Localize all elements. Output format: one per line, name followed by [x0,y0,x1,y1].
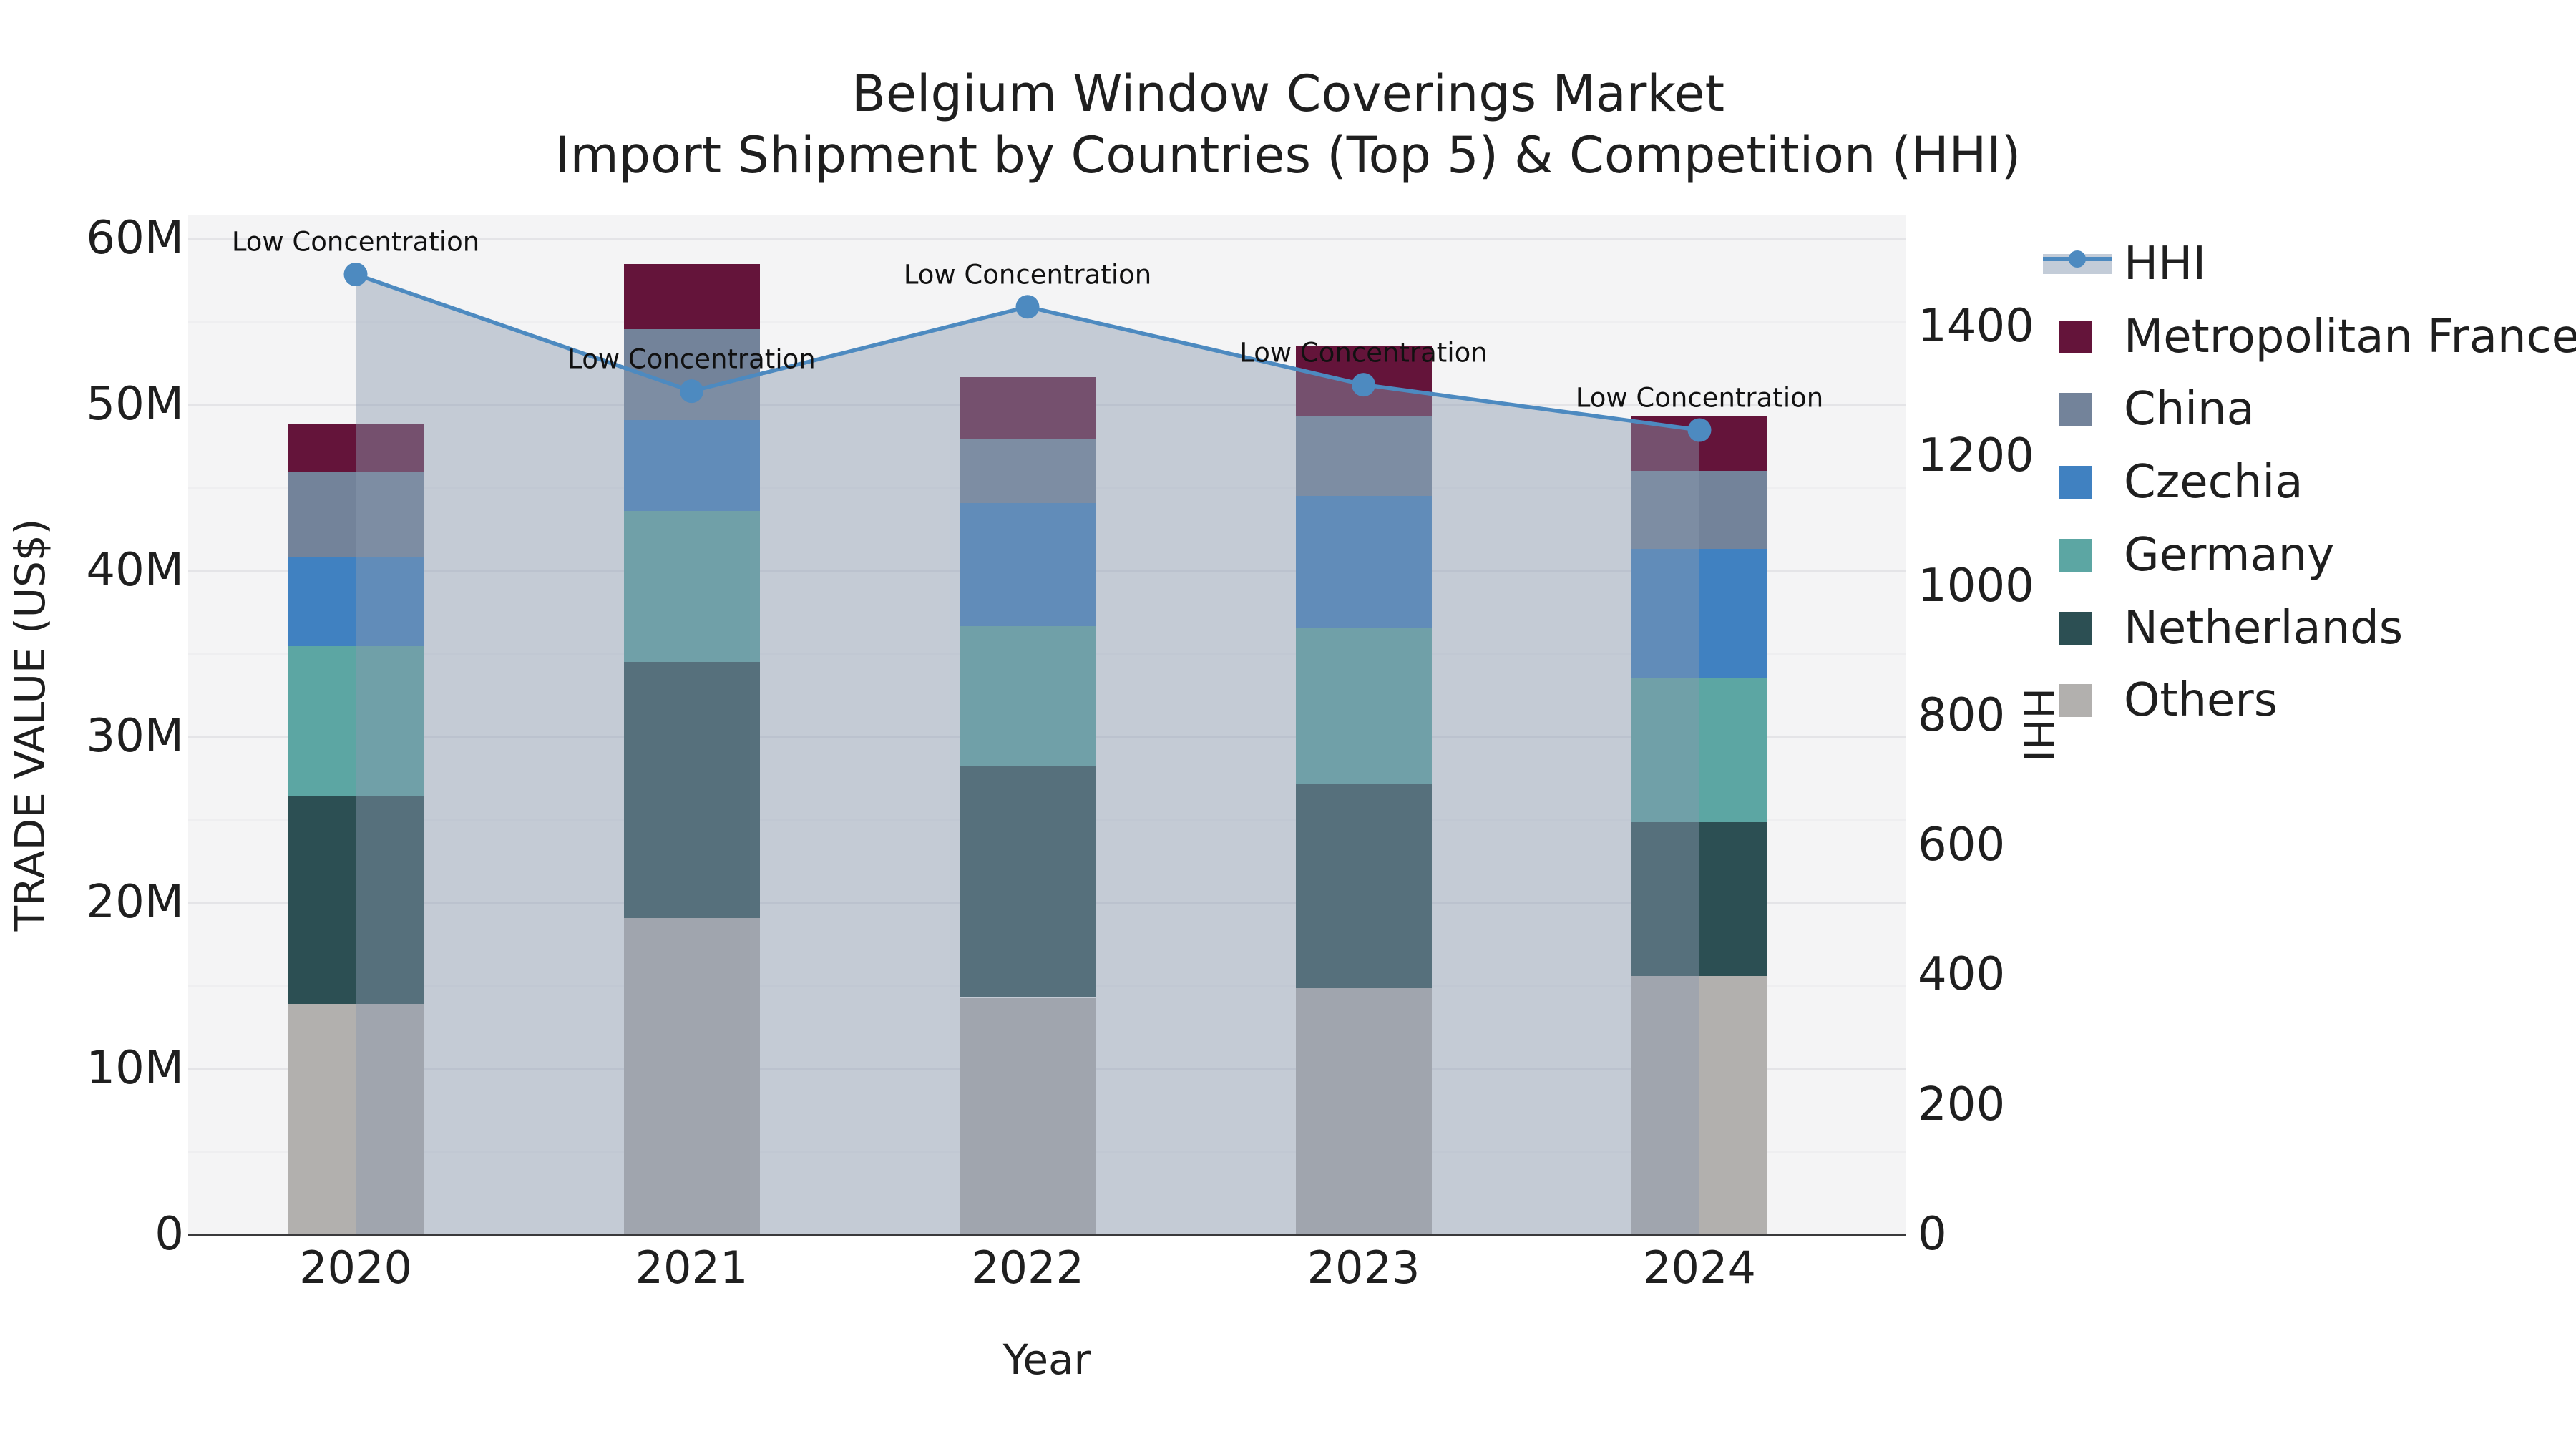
legend-label-netherlands: Netherlands [2124,601,2404,655]
y-left-tick-10M: 10M [86,1042,184,1096]
y-right-tick-400: 400 [1918,948,2006,1002]
bar-segment-2024-china [1631,471,1767,550]
chart-title: Belgium Window Coverings Market Import S… [429,63,2147,186]
legend-swatch-netherlands [2059,611,2092,645]
bar-segment-2024-metropolitan-france [1631,416,1767,472]
bar-segment-2020-netherlands [288,795,424,1004]
legend-label-hhi: HHI [2124,238,2207,291]
annotation-2020: Low Concentration [231,226,480,258]
legend-label-germany: Germany [2124,528,2335,582]
bar-segment-2021-germany [623,510,760,662]
bar-segment-2020-metropolitan-france [288,424,424,473]
bar-segment-2024-others [1631,976,1767,1234]
bar-segment-2021-others [623,918,760,1234]
legend-label-metropolitan-france: Metropolitan France [2124,310,2576,364]
y-right-tick-1000: 1000 [1918,559,2034,613]
bar-segment-2022-germany [960,626,1096,766]
legend-swatch-metropolitan-france [2059,320,2092,353]
y-left-tick-50M: 50M [86,378,184,431]
annotation-2024: Low Concentration [1575,382,1824,414]
y-axis-left-title: TRADE VALUE (US$) [6,518,54,932]
bar-segment-2023-germany [1295,628,1432,785]
y-left-tick-0: 0 [155,1208,184,1261]
x-axis-line [188,1234,1906,1236]
bar-segment-2023-china [1295,416,1432,496]
bar-segment-2020-czechia [288,556,424,646]
legend-label-czechia: Czechia [2124,456,2303,509]
legend-swatch-others [2059,684,2092,718]
y-right-tick-1400: 1400 [1918,299,2034,353]
major-gridline [188,237,1906,240]
x-tick-2021: 2021 [635,1241,748,1294]
bar-segment-2023-czechia [1295,495,1432,629]
legend-label-others: Others [2124,674,2278,728]
x-tick-2020: 2020 [299,1241,412,1294]
y-left-tick-40M: 40M [86,544,184,597]
annotation-2021: Low Concentration [567,343,816,375]
hhi-legend-swatch [2043,250,2112,274]
bar-segment-2020-china [288,472,424,557]
bar-segment-2020-germany [288,645,424,796]
bar-segment-2022-others [960,997,1096,1234]
x-tick-2023: 2023 [1307,1241,1420,1294]
bar-segment-2021-metropolitan-france [623,264,760,329]
bar-segment-2024-netherlands [1631,821,1767,977]
bar-segment-2022-china [960,439,1096,504]
chart-title-line1: Belgium Window Coverings Market [851,64,1725,123]
annotation-2023: Low Concentration [1239,337,1488,369]
bar-segment-2020-others [288,1003,424,1234]
bar-segment-2022-czechia [960,503,1096,626]
legend-swatch-germany [2059,538,2092,572]
bar-segment-2023-netherlands [1295,784,1432,988]
plot-area: Low Concentration Low Concentration Low Co… [188,215,1906,1234]
legend-swatch-china [2059,393,2092,426]
y-right-tick-800: 800 [1918,688,2006,742]
y-left-tick-30M: 30M [86,710,184,763]
bar-segment-2023-others [1295,987,1432,1234]
bar-segment-2021-czechia [623,420,760,511]
x-axis-title: Year [1002,1335,1091,1384]
bar-segment-2022-netherlands [960,766,1096,998]
x-tick-2024: 2024 [1643,1241,1756,1294]
y-left-tick-60M: 60M [86,212,184,265]
hhi-marker-2020 [343,262,368,286]
bar-segment-2021-china [623,328,760,421]
y-right-tick-200: 200 [1918,1078,2006,1131]
bar-segment-2022-metropolitan-france [960,377,1096,440]
legend-label-china: China [2124,383,2255,436]
x-tick-2022: 2022 [971,1241,1084,1294]
y-left-tick-20M: 20M [86,876,184,930]
hhi-marker-2022 [1015,295,1040,319]
y-right-tick-0: 0 [1918,1208,1947,1261]
bar-segment-2021-netherlands [623,661,760,919]
y-right-tick-600: 600 [1918,819,2006,872]
chart-title-line2: Import Shipment by Countries (Top 5) & C… [555,126,2021,185]
legend-swatch-czechia [2059,466,2092,499]
bar-segment-2024-czechia [1631,549,1767,679]
y-right-tick-1200: 1200 [1918,429,2034,483]
annotation-2022: Low Concentration [903,259,1152,291]
minor-gridline [188,320,1906,323]
bar-segment-2024-germany [1631,678,1767,822]
y-axis-right-title: HHI [2014,687,2062,763]
